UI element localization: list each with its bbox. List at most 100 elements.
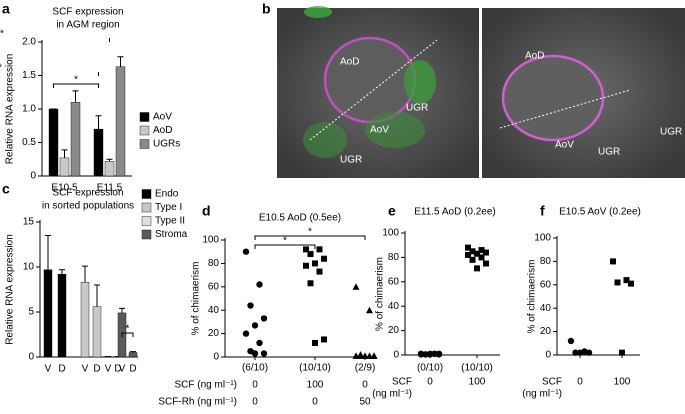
y-tick-label: 0 bbox=[30, 171, 36, 182]
y-tick-label: 100 bbox=[534, 233, 551, 244]
legend-label: Stroma bbox=[155, 229, 188, 240]
significance-label: * bbox=[308, 227, 312, 238]
legend-swatch bbox=[142, 203, 151, 212]
y-tick-label: 100 bbox=[202, 235, 219, 246]
dot bbox=[261, 350, 267, 356]
y-tick-label: 100 bbox=[382, 228, 399, 239]
y-tick-label: 0 bbox=[28, 352, 34, 363]
group-label: (0/10) bbox=[417, 363, 443, 374]
y-tick-label: 20 bbox=[540, 326, 552, 337]
y-axis-label: Relative RNA expression bbox=[5, 54, 16, 165]
dot bbox=[256, 281, 262, 287]
dot bbox=[470, 257, 476, 263]
y-tick-label: 80 bbox=[208, 258, 220, 269]
bar bbox=[105, 161, 114, 176]
error-bar bbox=[59, 270, 65, 275]
chart-title: E10.5 AoD (0.5ee) bbox=[259, 213, 341, 224]
error-bar bbox=[96, 116, 102, 129]
aorta bbox=[503, 56, 603, 140]
legend-swatch bbox=[142, 217, 151, 226]
row-value: 100 bbox=[307, 380, 324, 391]
dot bbox=[321, 256, 327, 262]
y-tick-label: 80 bbox=[540, 256, 552, 267]
legend-label: Type I bbox=[155, 202, 182, 213]
y-tick-label: 1.5 bbox=[22, 70, 36, 81]
y-tick-label: 60 bbox=[540, 279, 552, 290]
dot bbox=[353, 283, 360, 290]
dot bbox=[371, 352, 378, 359]
panel-label: e bbox=[388, 203, 396, 219]
ugr-signal bbox=[303, 122, 347, 158]
legend-label: UGRs bbox=[153, 139, 180, 150]
y-tick-label: 20 bbox=[208, 328, 220, 339]
x-tick-label: V bbox=[45, 364, 52, 375]
y-tick-label: 60 bbox=[208, 281, 220, 292]
dot bbox=[317, 246, 323, 252]
dot bbox=[303, 263, 309, 269]
row-value: 0 bbox=[427, 377, 433, 388]
row-label: SCF bbox=[392, 377, 412, 388]
chart-title: E11.5 AoD (0.2ee) bbox=[414, 207, 496, 218]
legend-label: AoD bbox=[153, 125, 172, 136]
bar bbox=[94, 129, 103, 176]
x-tick-label: D bbox=[129, 364, 136, 375]
dot bbox=[586, 349, 592, 355]
dot bbox=[628, 281, 634, 287]
error-bar bbox=[107, 159, 113, 161]
row-label: SCF (ng ml⁻¹) bbox=[175, 380, 238, 391]
legend-swatch bbox=[142, 190, 151, 199]
dot bbox=[321, 336, 327, 342]
error-bar bbox=[94, 285, 100, 307]
dot bbox=[366, 307, 373, 314]
row-label: SCF-Rh (ng ml⁻¹) bbox=[158, 397, 237, 408]
significance-label: * bbox=[126, 324, 130, 335]
y-tick-label: 0.5 bbox=[22, 137, 36, 148]
dot bbox=[308, 251, 314, 257]
panel-label: f bbox=[540, 203, 545, 219]
dot bbox=[436, 351, 442, 357]
y-tick-label: 60 bbox=[388, 276, 400, 287]
bar bbox=[116, 67, 125, 176]
bar bbox=[93, 307, 101, 357]
row-value: 100 bbox=[614, 377, 631, 388]
x-tick-label: V bbox=[119, 364, 126, 375]
y-axis-label: Relative RNA expression bbox=[5, 234, 16, 345]
y-axis-label: % of chimaerism bbox=[375, 257, 386, 331]
row-value: 0 bbox=[577, 377, 583, 388]
y-tick-label: 0 bbox=[393, 350, 399, 361]
bar bbox=[58, 274, 66, 357]
dot bbox=[479, 254, 485, 260]
panel-label: a bbox=[2, 1, 10, 17]
row-value: 0 bbox=[362, 380, 368, 391]
dot bbox=[483, 261, 489, 267]
row-value: 0 bbox=[312, 397, 318, 408]
anatomy-label: UGR bbox=[406, 103, 428, 114]
dot bbox=[357, 352, 364, 359]
panel-label: d bbox=[202, 203, 211, 219]
anatomy-label: AoD bbox=[340, 57, 359, 68]
legend-swatch bbox=[140, 126, 149, 135]
dot bbox=[243, 330, 249, 336]
chart-title: E10.5 AoV (0.2ee) bbox=[559, 207, 641, 218]
bar bbox=[81, 282, 89, 357]
y-tick-label: 0 bbox=[545, 350, 551, 361]
group-label: (6/10) bbox=[242, 363, 268, 374]
y-tick-label: 20 bbox=[388, 325, 400, 336]
y-tick-label: 5 bbox=[28, 307, 34, 318]
row-value: 50 bbox=[359, 397, 371, 408]
dot bbox=[427, 351, 433, 357]
dot bbox=[312, 260, 318, 266]
bar bbox=[71, 102, 80, 176]
error-bar bbox=[82, 266, 88, 282]
legend-label: Type II bbox=[155, 216, 185, 227]
dot bbox=[615, 279, 621, 285]
dot bbox=[474, 265, 480, 271]
aorta bbox=[325, 38, 415, 122]
x-tick-label: D bbox=[93, 364, 100, 375]
dot bbox=[619, 350, 625, 356]
legend-label: AoV bbox=[153, 112, 172, 123]
dot bbox=[256, 340, 262, 346]
group-label: (2/9) bbox=[355, 363, 376, 374]
chart-title: in sorted populations bbox=[42, 201, 134, 212]
